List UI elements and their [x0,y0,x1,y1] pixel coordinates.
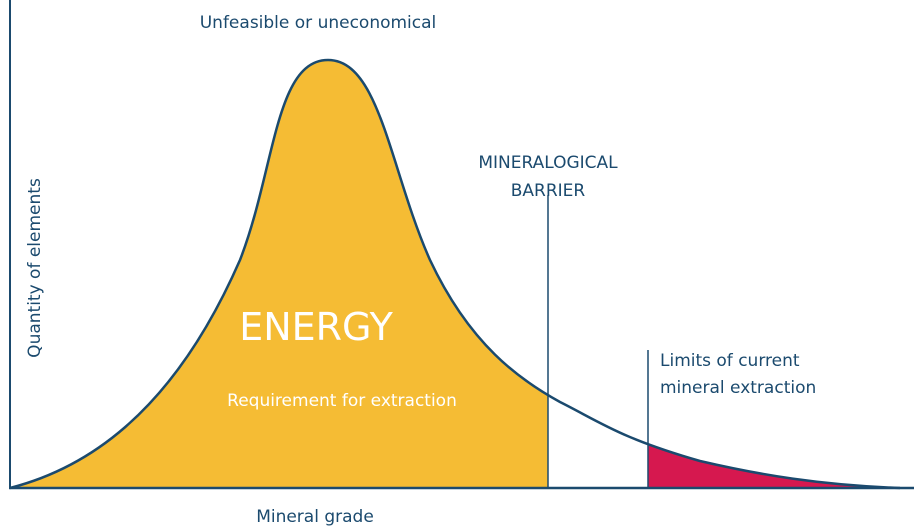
energy-area [10,60,548,488]
x-axis-label: Mineral grade [256,507,374,527]
distribution-curve [9,58,901,490]
current-extraction-area [648,444,900,488]
barrier-label: MINERALOGICAL [478,153,618,173]
limits-label: mineral extraction [660,378,816,398]
y-axis-label: Quantity of elements [25,178,45,358]
title: Unfeasible or uneconomical [200,13,437,33]
limits-label: Limits of current [660,351,800,371]
barrier-label: BARRIER [511,181,586,201]
energy-label: ENERGY [239,305,393,349]
energy-sublabel: Requirement for extraction [227,391,457,411]
